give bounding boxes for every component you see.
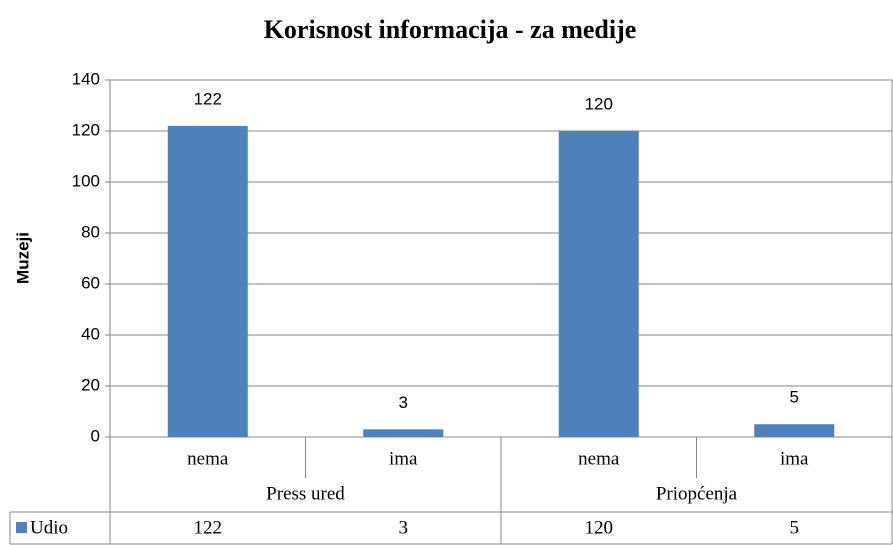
data-label: 120 [585,94,613,113]
group-label: Press ured [266,483,345,504]
y-tick-label: 100 [72,171,100,190]
data-label: 5 [790,388,799,407]
x-tick-label: nema [578,448,620,469]
table-value: 3 [399,517,409,538]
x-tick-label: ima [389,448,418,469]
data-label: 122 [194,89,222,108]
x-tick-label: ima [780,448,809,469]
legend-label: Udio [30,517,68,538]
data-label: 3 [399,393,408,412]
y-tick-label: 40 [81,324,100,343]
table-value: 122 [194,517,223,538]
y-tick-label: 0 [91,426,100,445]
bar [167,125,248,438]
legend-swatch [16,522,27,533]
chart-title: Korisnost informacija - za medije [264,15,637,44]
bar [363,429,444,437]
group-label: Priopćenja [656,483,738,504]
y-tick-label: 20 [81,375,100,394]
table-value: 120 [585,517,614,538]
x-tick-label: nema [187,448,229,469]
bar [558,131,639,437]
y-tick-label: 80 [81,222,100,241]
y-axis-label: Muzeji [13,232,32,284]
y-tick-label: 60 [81,273,100,292]
table-value: 5 [790,517,800,538]
y-tick-label: 140 [72,69,100,88]
bar [754,424,835,437]
y-tick-label: 120 [72,120,100,139]
